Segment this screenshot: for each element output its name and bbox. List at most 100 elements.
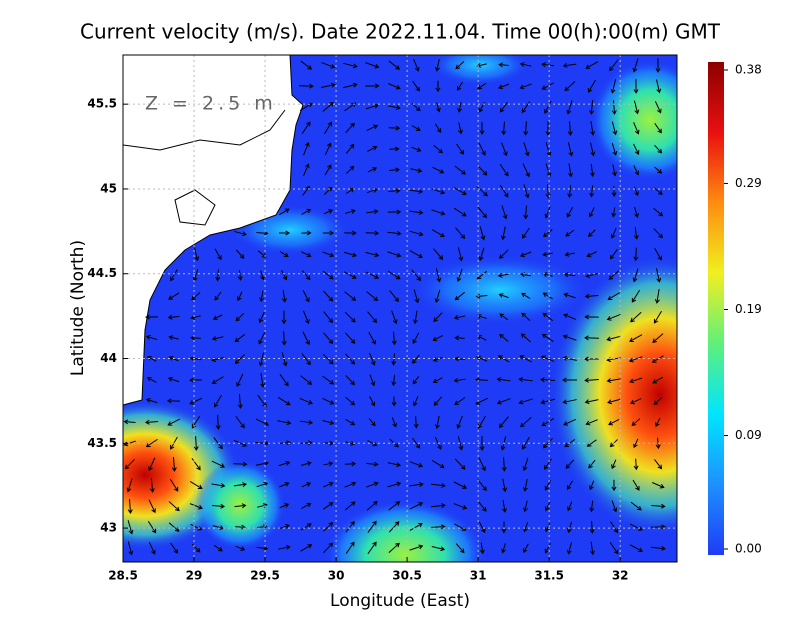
arrow bbox=[631, 418, 641, 426]
arrow bbox=[586, 251, 597, 258]
arrow bbox=[189, 481, 203, 490]
arrow bbox=[321, 82, 336, 88]
arrow bbox=[544, 206, 551, 219]
arrow bbox=[367, 440, 378, 447]
arrow bbox=[147, 521, 157, 534]
arrow bbox=[323, 461, 334, 467]
arrow bbox=[322, 251, 335, 258]
arrow bbox=[584, 293, 599, 299]
arrow bbox=[566, 480, 574, 491]
arrow bbox=[523, 121, 529, 136]
arrow bbox=[458, 122, 463, 135]
arrow bbox=[606, 378, 621, 384]
arrow bbox=[542, 312, 554, 322]
arrow bbox=[301, 121, 311, 134]
arrow bbox=[565, 459, 575, 469]
arrow bbox=[367, 541, 377, 555]
arrow bbox=[167, 418, 181, 426]
arrow bbox=[522, 436, 530, 450]
arrow bbox=[368, 331, 376, 345]
arrow bbox=[499, 163, 509, 177]
arrow bbox=[543, 229, 553, 238]
arrow bbox=[279, 374, 289, 387]
arrow bbox=[123, 419, 136, 425]
arrow bbox=[412, 332, 420, 345]
arrow bbox=[409, 230, 424, 237]
arrow bbox=[345, 396, 356, 406]
arrow bbox=[366, 461, 379, 467]
arrow bbox=[411, 269, 422, 282]
arrow bbox=[431, 524, 446, 530]
arrow bbox=[541, 82, 554, 90]
arrow bbox=[212, 314, 223, 320]
arrow bbox=[542, 251, 553, 257]
arrow bbox=[562, 334, 577, 341]
arrow bbox=[654, 459, 663, 470]
arrow bbox=[654, 166, 663, 174]
arrow bbox=[611, 100, 617, 115]
arrow bbox=[409, 250, 423, 259]
arrow bbox=[453, 187, 467, 195]
arrow bbox=[413, 310, 418, 325]
arrow bbox=[322, 397, 335, 405]
arrow bbox=[477, 206, 487, 219]
arrow bbox=[366, 291, 379, 301]
arrow bbox=[365, 271, 380, 279]
arrow bbox=[454, 458, 466, 470]
arrow bbox=[585, 273, 598, 279]
arrow bbox=[145, 334, 158, 341]
arrow bbox=[189, 377, 203, 383]
arrow bbox=[568, 163, 573, 178]
land bbox=[123, 55, 304, 406]
arrow bbox=[433, 248, 444, 261]
depth-annotation: Z = 2.5 m bbox=[145, 93, 277, 115]
arrow bbox=[629, 334, 643, 342]
arrow bbox=[324, 142, 332, 155]
arrow bbox=[478, 142, 486, 156]
arrow bbox=[564, 81, 576, 92]
arrow bbox=[409, 522, 423, 531]
arrow bbox=[476, 314, 487, 319]
arrow bbox=[629, 523, 643, 531]
arrow bbox=[628, 356, 643, 363]
arrow bbox=[564, 251, 575, 257]
arrow bbox=[519, 83, 532, 90]
arrow bbox=[479, 542, 485, 555]
arrow bbox=[540, 377, 555, 383]
arrow bbox=[541, 62, 554, 68]
arrow bbox=[502, 478, 508, 493]
arrow bbox=[409, 544, 424, 551]
arrow bbox=[191, 458, 201, 471]
arrow bbox=[544, 100, 552, 114]
arrow bbox=[387, 251, 402, 258]
arrow bbox=[652, 333, 664, 343]
arrow bbox=[633, 227, 639, 240]
arrow bbox=[281, 270, 288, 281]
arrow bbox=[323, 522, 334, 532]
arrow bbox=[567, 142, 574, 157]
arrow bbox=[430, 482, 446, 488]
arrow bbox=[233, 461, 248, 467]
arrow bbox=[409, 188, 424, 194]
arrow bbox=[300, 523, 312, 531]
arrow bbox=[588, 207, 595, 218]
arrow bbox=[344, 209, 356, 214]
arrow bbox=[435, 102, 441, 113]
arrow bbox=[278, 545, 291, 550]
chart-title: Current velocity (m/s). Date 2022.11.04.… bbox=[80, 20, 721, 44]
arrow bbox=[301, 482, 312, 488]
arrow bbox=[584, 314, 599, 320]
colorbar-tick-label: 0.19 bbox=[735, 302, 762, 316]
arrow bbox=[281, 310, 287, 325]
arrow bbox=[365, 103, 379, 110]
arrow bbox=[633, 79, 639, 94]
arrow bbox=[433, 312, 443, 322]
arrow bbox=[478, 247, 485, 262]
y-tick-label: 44 bbox=[100, 351, 117, 365]
arrow bbox=[523, 184, 530, 199]
arrow bbox=[567, 184, 573, 199]
arrow bbox=[477, 500, 487, 512]
arrow bbox=[611, 142, 618, 156]
arrow bbox=[301, 353, 311, 366]
arrow bbox=[369, 396, 376, 407]
